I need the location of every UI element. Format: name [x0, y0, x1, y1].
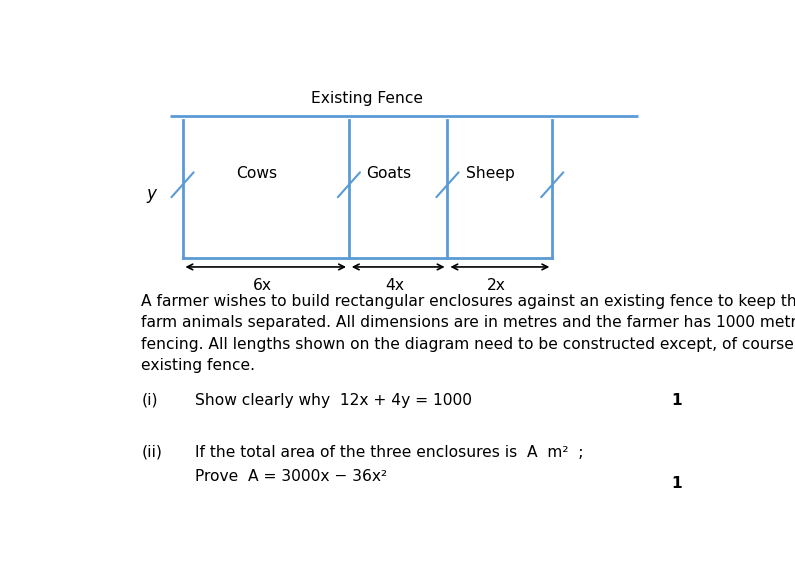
- Text: (ii): (ii): [142, 445, 162, 460]
- Text: Goats: Goats: [366, 166, 412, 181]
- Text: 6x: 6x: [253, 278, 272, 293]
- Text: Cows: Cows: [236, 166, 277, 181]
- Text: 1: 1: [671, 476, 681, 491]
- Text: (i): (i): [142, 393, 157, 408]
- Text: If the total area of the three enclosures is  A  m²  ;: If the total area of the three enclosure…: [195, 445, 584, 460]
- Text: 1: 1: [671, 393, 681, 408]
- Text: Sheep: Sheep: [466, 166, 515, 181]
- Text: Prove  A = 3000x − 36x²: Prove A = 3000x − 36x²: [195, 469, 387, 484]
- Text: 4x: 4x: [386, 278, 405, 293]
- Text: y: y: [147, 185, 157, 203]
- Text: A farmer wishes to build rectangular enclosures against an existing fence to kee: A farmer wishes to build rectangular enc…: [142, 294, 795, 373]
- Text: Existing Fence: Existing Fence: [312, 91, 424, 106]
- Text: Show clearly why  12x + 4y = 1000: Show clearly why 12x + 4y = 1000: [195, 393, 472, 408]
- Text: 2x: 2x: [487, 278, 506, 293]
